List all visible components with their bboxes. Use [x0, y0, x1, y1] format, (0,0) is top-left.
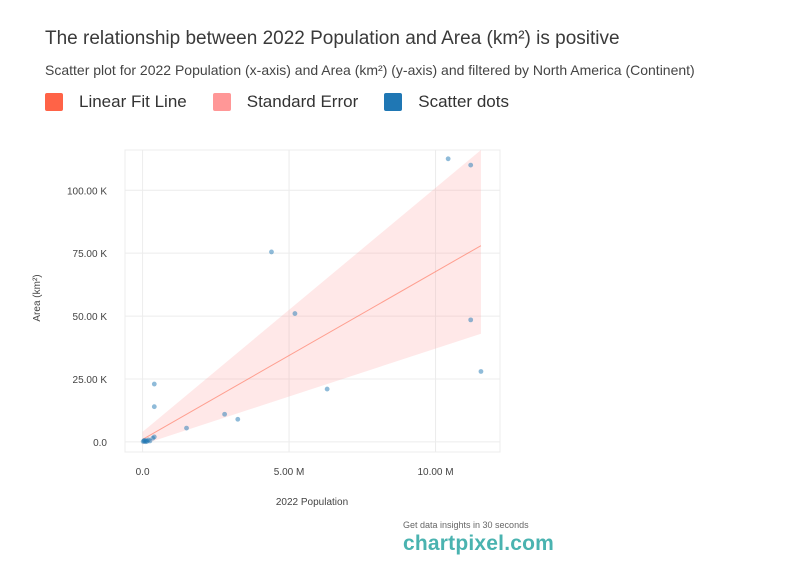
y-tick-label: 25.00 K [73, 375, 108, 386]
grid-lines [124, 149, 501, 453]
legend-item-scatter-dots[interactable]: Scatter dots [384, 92, 509, 112]
scatter-dot [151, 381, 157, 387]
standard-error-band [142, 150, 481, 445]
scatter-points [140, 156, 484, 445]
chart-subtitle: Scatter plot for 2022 Population (x-axis… [45, 62, 695, 78]
legend-label-scatter-dots: Scatter dots [418, 92, 509, 111]
scatter-dot [468, 317, 474, 323]
scatter-dot [222, 411, 228, 417]
branding[interactable]: Get data insights in 30 seconds chartpix… [403, 520, 554, 556]
scatter-dot [235, 416, 241, 422]
legend-label-standard-error: Standard Error [246, 92, 359, 111]
branding-logo: chartpixel.com [403, 532, 555, 555]
legend-swatch-fit-line [45, 93, 63, 111]
legend-swatch-scatter-dots [384, 93, 403, 111]
x-tick-label: 0.0 [136, 467, 150, 478]
scatter-dot [147, 438, 153, 444]
linear-fit-line [142, 245, 482, 440]
scatter-dot [468, 162, 474, 168]
scatter-dot [324, 386, 330, 392]
plot-border [124, 149, 501, 453]
axis-ticks: 0.0 25.00 K 50.00 K 75.00 K 100.00 K 0.0 5.00 … [67, 186, 454, 478]
scatter-dot [269, 249, 274, 255]
scatter-dot [292, 311, 298, 316]
scatter-dot [151, 404, 157, 410]
y-tick-label: 50.00 K [73, 312, 108, 323]
legend: Linear Fit Line Standard Error Scatter d… [45, 90, 535, 114]
fit-line-group [142, 245, 482, 440]
x-axis-label: 2022 Population [276, 497, 348, 508]
scatter-dot [478, 369, 484, 374]
x-tick-label: 10.00 M [417, 467, 453, 478]
x-tick-label: 5.00 M [274, 467, 305, 478]
y-tick-label: 75.00 K [73, 249, 108, 260]
chart-title: The relationship between 2022 Population… [45, 28, 620, 49]
legend-label-fit-line: Linear Fit Line [79, 92, 187, 111]
standard-error-band-group [142, 150, 481, 445]
y-tick-label: 0.0 [93, 438, 107, 449]
branding-tagline: Get data insights in 30 seconds [403, 520, 529, 530]
y-tick-label: 100.00 K [67, 186, 107, 197]
legend-swatch-standard-error [212, 93, 231, 111]
legend-item-standard-error[interactable]: Standard Error [212, 92, 359, 112]
legend-item-fit-line[interactable]: Linear Fit Line [45, 92, 187, 112]
scatter-dot [184, 425, 189, 431]
y-axis-label: Area (km²) [32, 274, 43, 321]
scatter-dot [445, 156, 451, 162]
